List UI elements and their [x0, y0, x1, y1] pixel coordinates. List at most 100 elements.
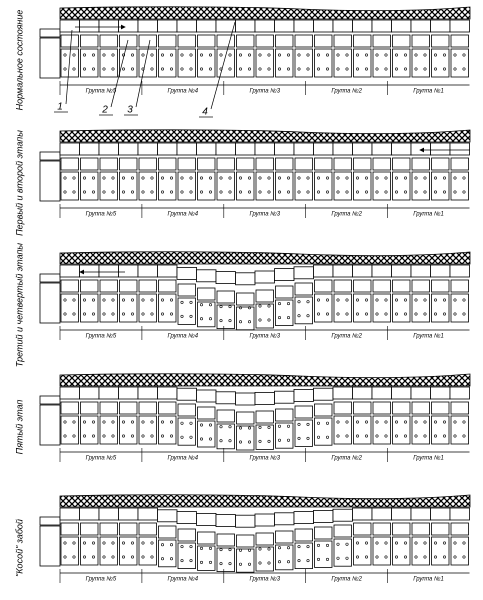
canopy	[254, 270, 275, 284]
support-upper	[275, 530, 294, 544]
bolt	[180, 421, 184, 425]
callout-number: 1	[57, 102, 63, 113]
support-lower	[275, 48, 294, 78]
support-lower	[138, 48, 157, 78]
bolt	[277, 438, 281, 442]
support-lower	[431, 536, 450, 566]
bolt	[248, 306, 252, 310]
bolt	[442, 541, 446, 545]
support-upper	[392, 34, 411, 48]
bolt	[161, 434, 165, 438]
bolt	[189, 300, 193, 304]
bolt	[336, 556, 340, 560]
bolt	[267, 176, 271, 180]
canopy	[157, 142, 178, 156]
bolt	[442, 298, 446, 302]
bolt	[209, 303, 213, 307]
bolt	[462, 555, 466, 559]
bolt	[83, 420, 87, 424]
bolt	[433, 67, 437, 71]
canopy	[176, 19, 197, 33]
bolt	[92, 312, 96, 316]
bolt	[423, 53, 427, 57]
bolt	[442, 53, 446, 57]
canopy	[352, 507, 373, 521]
bolt	[170, 420, 174, 424]
support-upper	[80, 34, 99, 48]
support-lower	[411, 293, 430, 323]
canopy	[137, 386, 158, 400]
bolt	[384, 434, 388, 438]
bolt	[403, 176, 407, 180]
bolt	[384, 420, 388, 424]
bolt	[239, 320, 243, 324]
bolt	[219, 439, 223, 443]
support-upper	[158, 157, 177, 171]
bolt	[170, 434, 174, 438]
bolt	[150, 53, 154, 57]
canopy	[98, 386, 119, 400]
bolt	[122, 67, 126, 71]
bolt	[102, 420, 106, 424]
bolt	[277, 546, 281, 550]
bolt	[394, 298, 398, 302]
bolt	[141, 190, 145, 194]
bolt	[286, 302, 290, 306]
bolt	[316, 298, 320, 302]
support-upper	[294, 528, 313, 542]
bolt	[258, 67, 262, 71]
bolt	[92, 190, 96, 194]
bolt	[161, 557, 165, 561]
bolt	[394, 555, 398, 559]
bolt	[267, 318, 271, 322]
bolt	[209, 437, 213, 441]
bolt	[384, 541, 388, 545]
bolt	[433, 420, 437, 424]
bolt	[180, 53, 184, 57]
support-lower	[99, 536, 118, 566]
canopy	[410, 386, 431, 400]
bolt	[267, 439, 271, 443]
bolt	[364, 298, 368, 302]
bolt	[403, 67, 407, 71]
bolt	[306, 436, 310, 440]
bolt	[161, 298, 165, 302]
support-upper	[392, 157, 411, 171]
bolt	[462, 434, 466, 438]
support-lower	[236, 425, 255, 451]
bolt	[170, 557, 174, 561]
bolt	[141, 541, 145, 545]
canopy	[79, 507, 100, 521]
bolt	[394, 312, 398, 316]
bolt	[394, 190, 398, 194]
support-lower	[197, 171, 216, 201]
canopy	[118, 264, 139, 278]
canopy	[235, 272, 256, 286]
bolt	[219, 562, 223, 566]
support-lower	[333, 415, 352, 445]
support-upper	[431, 401, 450, 415]
end-cap	[39, 273, 61, 283]
support-upper	[119, 157, 138, 171]
canopy	[352, 386, 373, 400]
bolt	[170, 67, 174, 71]
bolt	[375, 434, 379, 438]
canopy	[274, 19, 295, 33]
bolt	[394, 176, 398, 180]
support-lower	[216, 423, 235, 450]
roof-rock	[59, 373, 471, 387]
group-label: Группа №4	[168, 576, 199, 583]
group-label: Группа №2	[331, 211, 362, 218]
bolt	[111, 67, 115, 71]
bolt	[63, 53, 67, 57]
bolt	[297, 176, 301, 180]
canopy	[410, 142, 431, 156]
bolt	[403, 53, 407, 57]
bolt	[131, 541, 135, 545]
canopy	[118, 19, 139, 33]
bolt	[414, 298, 418, 302]
support-upper	[216, 290, 235, 304]
bolt	[462, 67, 466, 71]
bolt	[219, 190, 223, 194]
bolt	[228, 190, 232, 194]
